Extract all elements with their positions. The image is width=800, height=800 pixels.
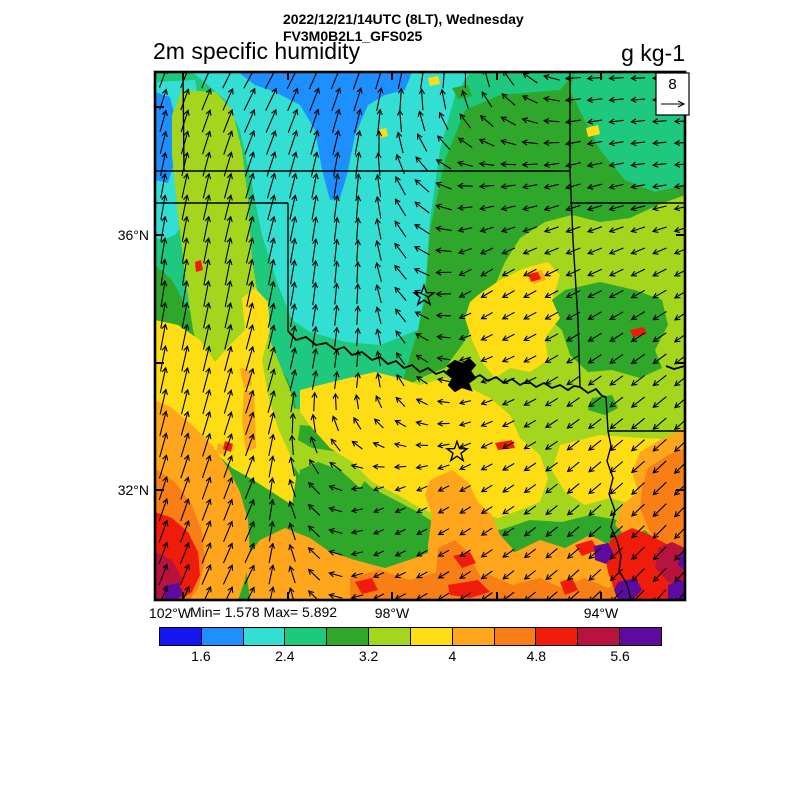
colorbar-tick-label: 2.4: [275, 648, 295, 664]
colorbar-segment: [578, 628, 621, 645]
axis-ticks: [155, 72, 685, 600]
colorbar-segment: [452, 628, 495, 645]
river-line: [287, 330, 451, 377]
wind-reference-legend: 8: [655, 72, 690, 116]
wind-reference-arrow-icon: [661, 100, 686, 108]
wind-vector-field: [158, 72, 685, 600]
colorbar-tick-label: 3.2: [358, 648, 379, 664]
lon-tick-label-98w: 98°W: [374, 605, 410, 621]
map-frame: [153, 70, 687, 602]
lon-tick-label-102w: 102°W: [148, 605, 192, 621]
river-line: [579, 386, 607, 398]
units-label: g kg-1: [621, 40, 685, 66]
variable-title: 2m specific humidity: [153, 38, 361, 64]
colorbar-segment: [410, 628, 453, 645]
state-borders: [155, 72, 685, 600]
lat-tick-label-32n: 32°N: [117, 482, 149, 498]
colorbar-segment: [536, 628, 579, 645]
wind-reference-value: 8: [668, 76, 676, 93]
colorbar-tick-labels: 1.6 2.4 3.2 4 4.8 5.6: [159, 648, 662, 666]
city-star-markers: [411, 283, 470, 463]
city-star-icon: [411, 283, 437, 307]
lon-tick-label-94w: 94°W: [583, 605, 619, 621]
colorbar-segment: [160, 628, 202, 645]
colorbar-segment: [327, 628, 370, 645]
colorbar-tick-label: 1.6: [191, 648, 211, 664]
river-line: [665, 365, 685, 370]
colorbar-segment: [494, 628, 537, 645]
minmax-readout: Min= 1.578 Max= 5.892: [190, 604, 338, 620]
colorbar-tick-label: 5.6: [610, 648, 630, 664]
colorbar-segment: [201, 628, 244, 645]
city-star-icon: [444, 439, 470, 463]
humidity-fill-regions: [155, 72, 685, 600]
colorbar-segment: [243, 628, 286, 645]
colorbar-segment: [285, 628, 328, 645]
colorbar: [159, 627, 662, 646]
colorbar-tick-label: 4: [448, 648, 457, 664]
colorbar-segment: [369, 628, 411, 645]
valid-time-title: 2022/12/21/14UTC (8LT), Wednesday: [283, 11, 524, 27]
colorbar-segment: [620, 628, 661, 645]
lat-tick-label-36n: 36°N: [117, 227, 149, 243]
colorbar-tick-label: 4.8: [526, 648, 547, 664]
model-run-title: FV3M0B2L1_GFS025: [283, 28, 423, 44]
